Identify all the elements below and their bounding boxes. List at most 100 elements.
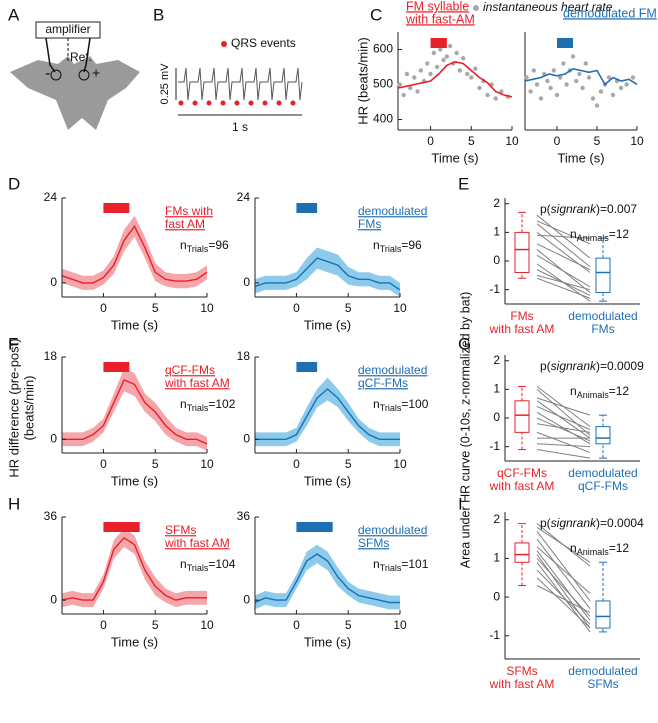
y-tick-label: 1 xyxy=(493,551,500,565)
n-symbol: n xyxy=(373,238,380,252)
x-tick-label: 5 xyxy=(345,457,352,471)
y-tick-label: 2 xyxy=(493,353,500,367)
x-tick-label: 10 xyxy=(200,457,214,471)
heart-rate-curve xyxy=(397,60,513,98)
x-tick-label: 10 xyxy=(393,618,407,632)
y-tick-label: 2 xyxy=(493,512,500,526)
heart-rate-point xyxy=(551,68,556,73)
n-subscript: Trials xyxy=(380,403,402,413)
n-symbol: n xyxy=(373,397,380,411)
x-tick-label: 10 xyxy=(393,301,407,315)
stat-test: signrank xyxy=(551,516,597,530)
stimulus-bar xyxy=(103,522,140,532)
stat-value: )=0.007 xyxy=(596,202,637,216)
y-tick-label: -1 xyxy=(489,439,500,453)
series-label: FMs xyxy=(358,217,381,231)
y-tick-label: 1 xyxy=(493,225,500,239)
qrs-markers xyxy=(178,100,296,106)
y-tick-label: -1 xyxy=(489,282,500,296)
heart-rate-curve xyxy=(524,67,638,86)
heart-rate-point xyxy=(524,75,529,80)
animal-count: nAnimals=12 xyxy=(570,384,629,400)
paired-line xyxy=(536,538,591,610)
heart-rate-point xyxy=(460,56,466,61)
heart-rate-point xyxy=(538,96,544,101)
mean-curve xyxy=(254,553,400,604)
n-value: =102 xyxy=(208,397,235,411)
heart-rate-point xyxy=(485,92,490,98)
series-label: FMs with xyxy=(165,204,213,218)
amplifier-label: amplifier xyxy=(45,22,90,36)
error-band xyxy=(62,528,207,608)
heart-rate-point xyxy=(444,54,450,59)
series-label: SFMs xyxy=(358,536,389,550)
y-tick-label: 0 xyxy=(50,275,57,289)
paired-line xyxy=(536,443,591,448)
paired-line xyxy=(536,400,591,439)
series-label: with fast AM xyxy=(164,536,230,550)
trial-count: nTrials=96 xyxy=(180,238,229,254)
y-axis-label: (beats/min) xyxy=(21,375,36,440)
heart-rate-point xyxy=(630,75,636,80)
x-tick-label: 0 xyxy=(100,618,107,632)
n-subscript: Animals xyxy=(577,233,610,243)
n-value: =12 xyxy=(609,384,630,398)
x-tick-label: 10 xyxy=(200,301,214,315)
heart-rate-point xyxy=(583,61,588,66)
y-tick-label: 0 xyxy=(243,592,250,606)
paired-line xyxy=(536,274,591,291)
stat-prefix: p( xyxy=(540,516,551,530)
x-tick-label: with fast AM xyxy=(489,322,555,336)
heart-rate-point xyxy=(493,96,498,101)
stat-prefix: p( xyxy=(540,202,551,216)
heart-rate-point xyxy=(441,57,446,63)
x-axis-label: Time (s) xyxy=(304,634,351,649)
ecg-trace xyxy=(178,67,303,101)
animal-count: nAnimals=12 xyxy=(570,227,629,243)
heart-rate-point xyxy=(624,82,629,87)
series-label: with fast AM xyxy=(164,376,230,390)
mean-curve xyxy=(254,257,401,291)
trial-count: nTrials=101 xyxy=(373,557,429,573)
y-tick-label: 18 xyxy=(237,349,251,363)
mean-curve xyxy=(62,378,208,445)
y-tick-label: 500 xyxy=(373,77,393,91)
x-axis-label: Time (s) xyxy=(431,150,478,165)
heart-rate-point xyxy=(404,71,410,77)
n-symbol: n xyxy=(570,541,577,555)
x-tick-label: SFMs xyxy=(587,677,618,691)
heart-rate-point xyxy=(618,85,624,91)
error-band xyxy=(255,377,400,447)
heart-rate-point xyxy=(586,75,592,80)
x-tick-label: 0 xyxy=(100,301,107,315)
series-label: fast AM xyxy=(165,217,205,231)
heart-rate-point xyxy=(534,82,540,87)
stat-label: p(signrank)=0.0009 xyxy=(540,359,644,373)
x-axis-label: Time (s) xyxy=(557,150,604,165)
y-tick-label: 400 xyxy=(373,112,393,126)
series-label: qCF-FMs xyxy=(165,363,215,377)
x-tick-label: 5 xyxy=(345,618,352,632)
paired-line xyxy=(536,220,591,245)
heart-rate-point xyxy=(554,92,560,98)
y-axis-label: HR (beats/min) xyxy=(355,37,370,124)
y-tick-label: 0 xyxy=(493,589,500,603)
paired-line xyxy=(536,550,591,621)
box xyxy=(595,257,611,294)
panel-label: C xyxy=(370,5,382,24)
heart-rate-point xyxy=(590,96,596,101)
stat-label: p(signrank)=0.0004 xyxy=(540,516,644,530)
panel-label: B xyxy=(153,5,164,24)
heart-rate-point xyxy=(434,64,440,70)
x-tick-label: 5 xyxy=(594,134,601,148)
n-symbol: n xyxy=(570,227,577,241)
y-tick-label: 18 xyxy=(44,349,58,363)
plus-label: + xyxy=(92,65,100,81)
heart-rate-point xyxy=(408,85,413,91)
paired-line xyxy=(536,431,591,453)
heart-rate-point xyxy=(528,89,533,94)
heart-rate-point xyxy=(531,68,536,73)
error-band xyxy=(255,544,400,610)
legend-label: QRS events xyxy=(231,36,296,50)
